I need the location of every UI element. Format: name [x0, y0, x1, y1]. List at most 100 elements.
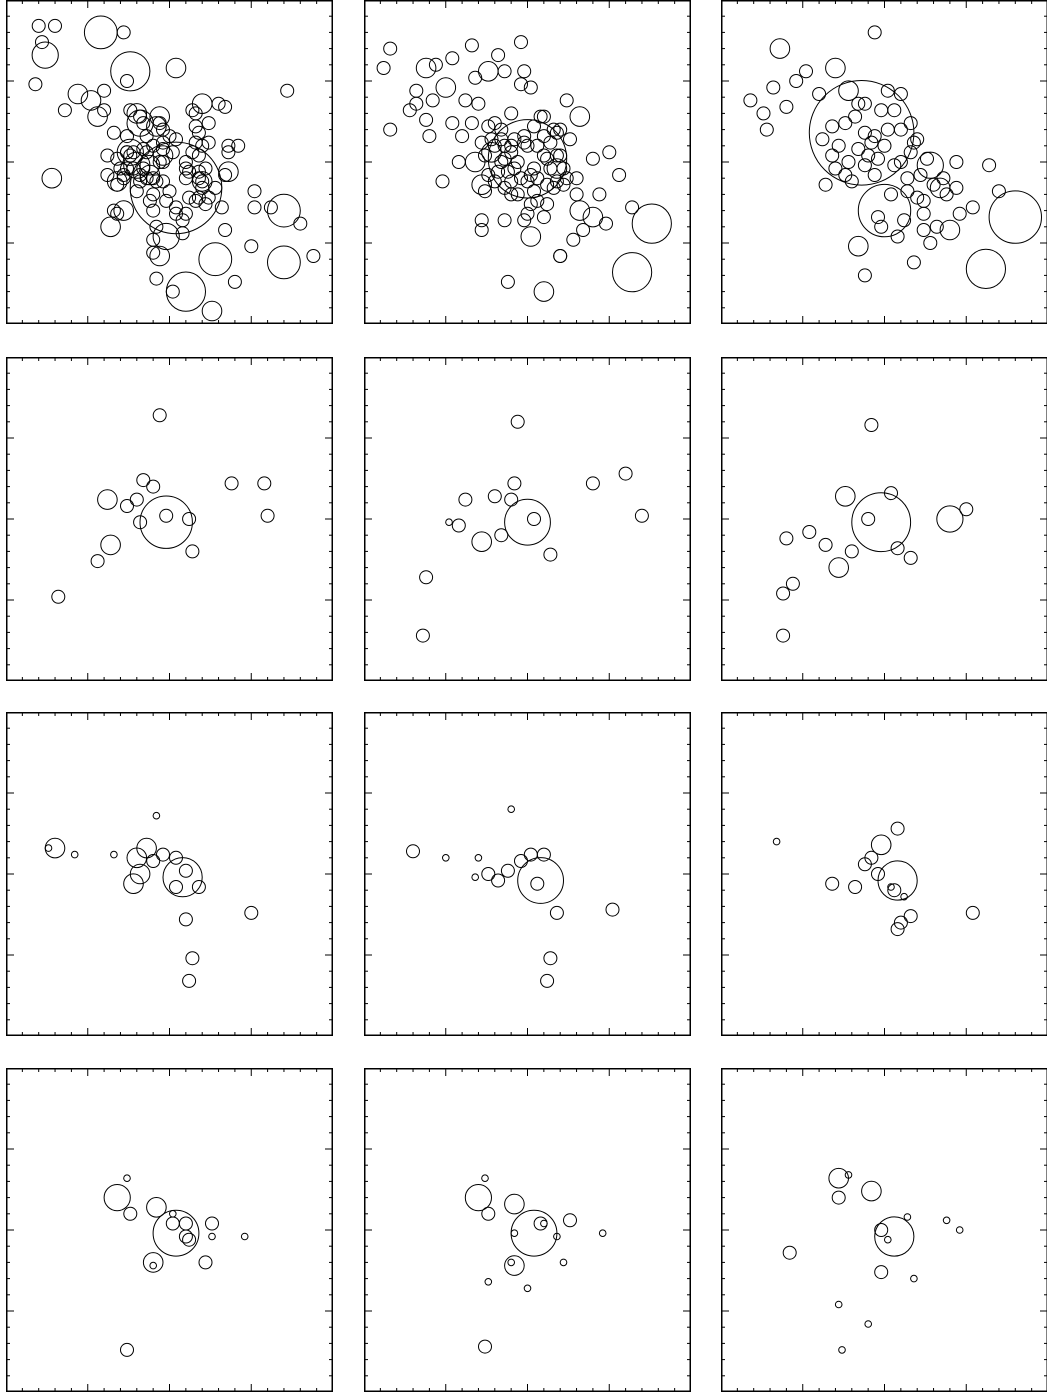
data-point: [867, 25, 882, 40]
data-point: [481, 119, 496, 134]
data-point: [110, 177, 125, 192]
data-point: [559, 1258, 568, 1267]
data-point: [939, 219, 961, 241]
data-point: [195, 138, 210, 153]
data-point: [887, 158, 902, 173]
data-point: [191, 880, 206, 894]
data-point: [523, 168, 538, 182]
scatter-panel: [721, 357, 1047, 681]
data-point: [838, 116, 853, 131]
data-point: [165, 284, 180, 299]
axis-ticks: [6, 357, 333, 681]
data-point: [848, 109, 863, 124]
data-point: [500, 863, 515, 878]
data-point: [149, 219, 164, 234]
data-point: [517, 857, 565, 904]
data-point: [769, 38, 791, 59]
data-point: [864, 850, 879, 865]
data-point: [874, 1223, 889, 1237]
data-point: [510, 1229, 519, 1237]
data-point: [848, 235, 869, 257]
data-point: [776, 628, 791, 643]
data-point: [80, 90, 102, 111]
data-point: [31, 41, 59, 69]
data-point: [419, 570, 434, 585]
plot-frame: [364, 1068, 691, 1392]
axis-ticks: [6, 712, 333, 1036]
data-point: [520, 206, 535, 221]
data-point: [530, 171, 545, 186]
data-point: [208, 1232, 216, 1241]
data-point: [474, 135, 489, 150]
data-point: [139, 495, 193, 549]
data-point: [435, 174, 450, 189]
data-point: [97, 103, 112, 118]
data-point: [553, 249, 568, 263]
data-point: [920, 151, 934, 166]
data-point: [471, 174, 492, 195]
axis-ticks: [721, 1068, 1047, 1392]
data-point: [874, 103, 889, 118]
data-point: [178, 1216, 193, 1231]
data-point: [559, 93, 574, 108]
data-point: [205, 1216, 219, 1231]
data-point: [916, 193, 931, 208]
data-point: [844, 174, 859, 189]
data-point: [828, 161, 843, 176]
data-point: [415, 57, 437, 79]
data-point: [831, 1190, 846, 1205]
data-point: [191, 125, 206, 140]
data-point: [825, 119, 840, 134]
data-point: [818, 537, 833, 552]
data-point: [851, 96, 866, 111]
data-point: [864, 1320, 872, 1328]
data-point: [464, 38, 479, 53]
data-point: [523, 1284, 532, 1293]
data-point: [227, 274, 242, 289]
data-point: [169, 880, 183, 894]
axis-ticks: [364, 357, 691, 681]
data-point: [818, 177, 833, 192]
data-point: [178, 206, 193, 221]
data-point: [900, 184, 915, 199]
data-point: [191, 171, 213, 192]
data-point: [425, 93, 440, 108]
data-point: [182, 164, 197, 179]
data-point: [178, 912, 193, 927]
data-point: [478, 148, 492, 163]
data-point: [484, 132, 499, 147]
scatter-panel: [364, 1068, 691, 1392]
data-point: [802, 525, 817, 539]
data-point: [120, 74, 134, 88]
data-point: [182, 190, 197, 205]
data-point: [169, 132, 183, 147]
data-point: [536, 148, 551, 163]
data-point: [936, 171, 951, 186]
data-point: [991, 184, 1006, 199]
data-point: [510, 414, 525, 429]
data-points: [772, 821, 980, 937]
data-point: [120, 145, 134, 160]
scatter-panel: [364, 357, 691, 681]
data-point: [211, 96, 226, 111]
data-point: [929, 219, 944, 234]
data-point: [906, 135, 921, 150]
axis-ticks: [721, 0, 1047, 324]
axis-ticks: [364, 712, 691, 1036]
data-point: [523, 80, 538, 95]
data-point: [848, 880, 863, 894]
data-point: [260, 508, 275, 523]
data-point: [165, 57, 187, 79]
data-point: [923, 236, 938, 250]
data-point: [965, 248, 1006, 289]
data-point: [487, 489, 502, 504]
plot-frame: [6, 357, 333, 681]
data-point: [409, 83, 424, 98]
data-point: [772, 837, 781, 846]
data-point: [90, 554, 105, 569]
data-point: [247, 184, 262, 199]
data-point: [201, 190, 216, 205]
data-point: [100, 148, 115, 163]
axis-ticks: [721, 712, 1047, 1036]
data-point: [178, 863, 193, 878]
